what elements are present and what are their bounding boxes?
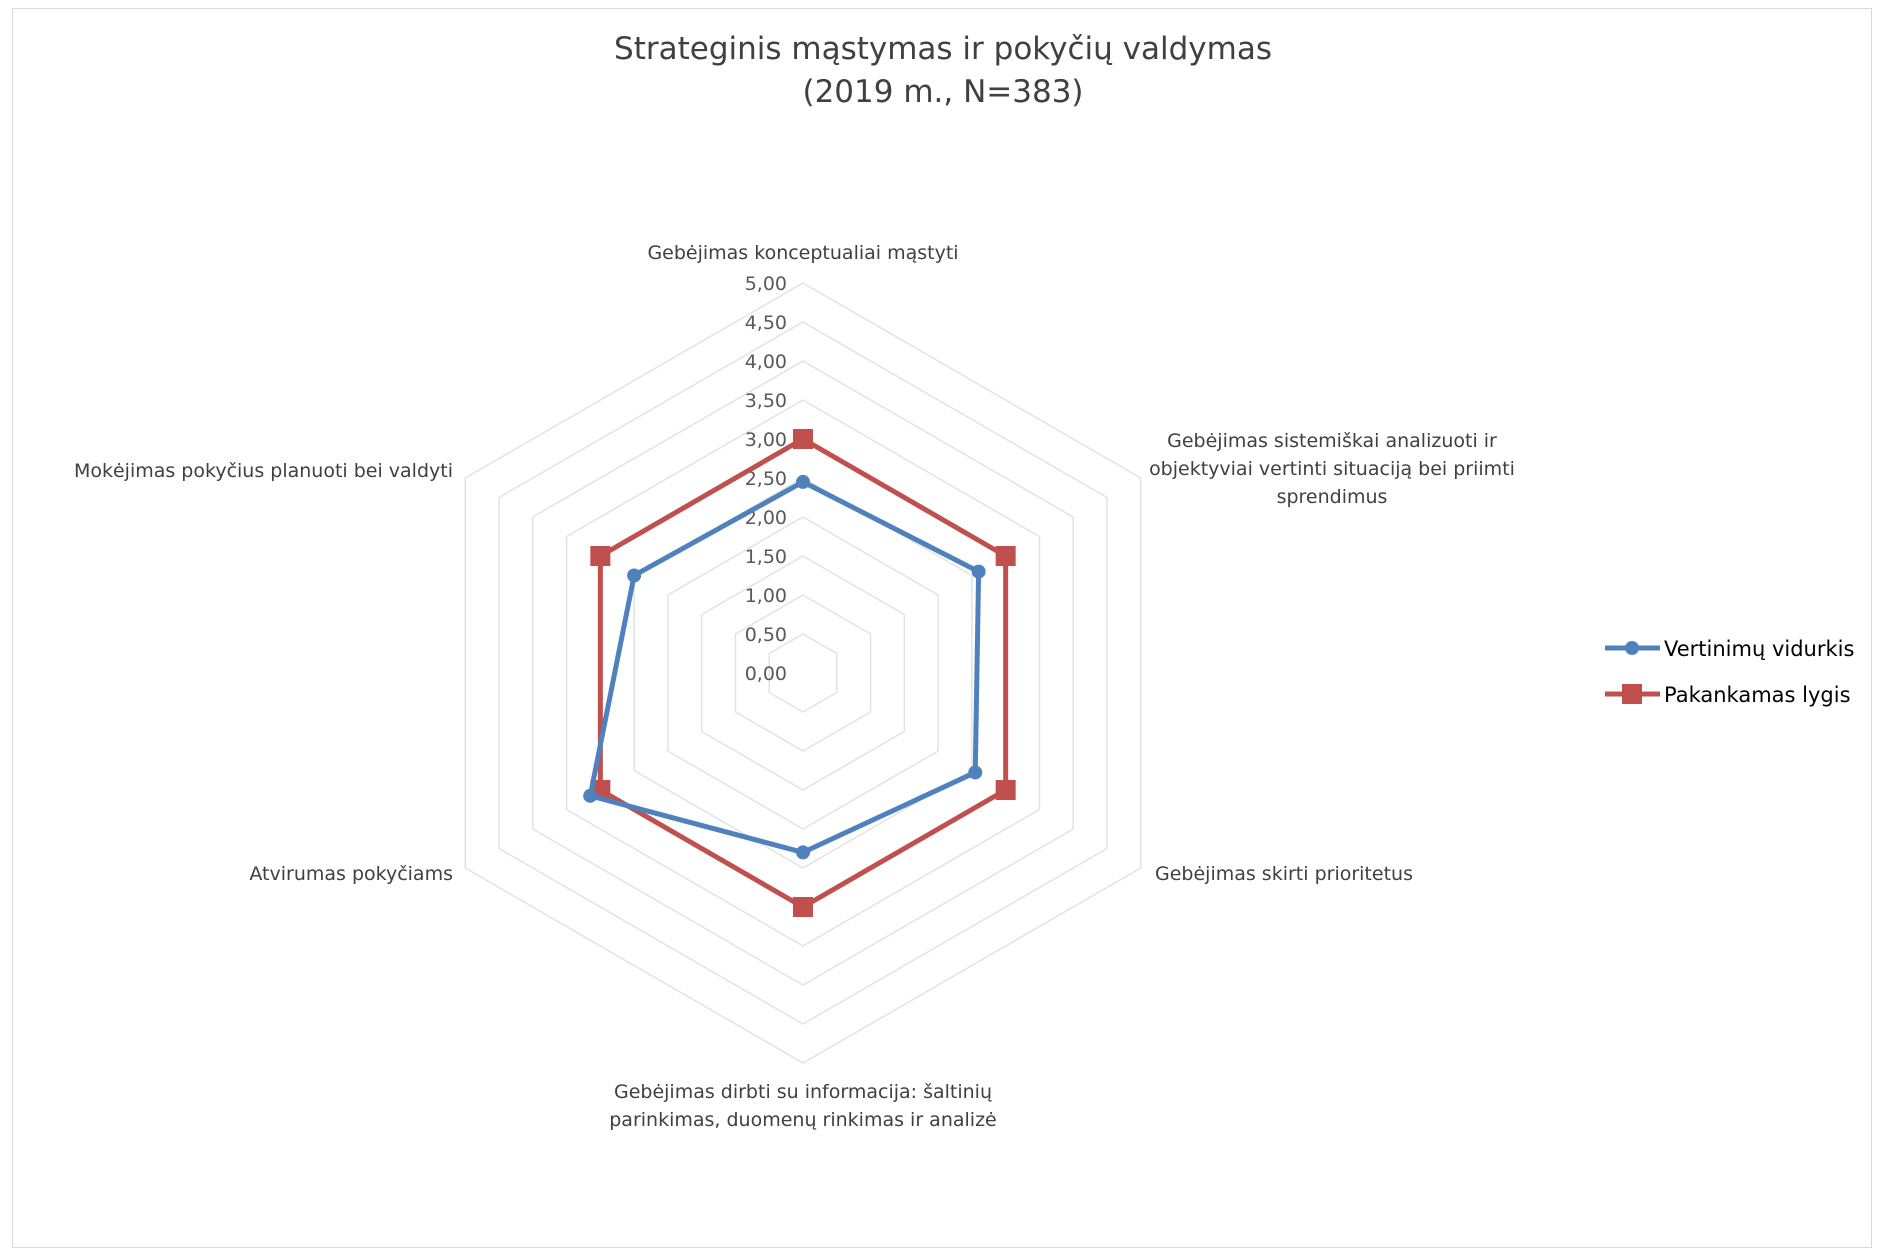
legend-marker [1622,684,1642,704]
axis-label: Mokėjimas pokyčius planuoti bei valdyti [74,460,453,482]
grid-ring [700,555,906,791]
legend-label: Pakankamas lygis [1664,683,1851,707]
grid-ring [633,477,973,869]
data-point [590,546,611,566]
grid-ring [667,516,939,830]
axis-label: Atvirumas pokyčiams [249,863,453,885]
chart-subtitle: (2019 m., N=383) [802,74,1083,110]
tick-label: 2,00 [745,507,787,529]
tick-label: 5,00 [745,273,787,295]
data-point [583,788,598,803]
legend: Vertinimų vidurkis Pakankamas lygis [1605,637,1854,707]
data-point [971,564,986,579]
grid-ring [532,360,1074,986]
tick-label: 1,00 [745,585,787,607]
tick-label: 0,50 [745,624,787,646]
chart-frame [12,8,1872,1248]
data-point [627,568,642,583]
tick-label: 1,50 [745,546,787,568]
radar-chart: Strateginis mąstymas ir pokyčių valdymas… [74,31,1854,1131]
series-pakankamas-lygis [590,429,1016,917]
legend-item: Pakankamas lygis [1605,683,1851,707]
axis-label: Gebėjimas konceptualiai mąstyti [647,242,958,264]
grid-ring [498,321,1108,1025]
tick-label: 3,00 [745,429,787,451]
series-vertinimu-vidurkis [583,474,986,860]
grid-ring [734,594,872,752]
grid-ring [464,282,1142,1064]
data-point [796,845,810,860]
data-point [793,429,813,449]
axis-label: Gebėjimas dirbti su informacija: šaltini… [609,1081,996,1131]
data-point [995,546,1016,566]
radial-tick-labels: 0,00 0,50 1,00 1,50 2,00 2,50 3,00 3,50 4,00 4,50… [745,273,787,685]
data-point [793,897,813,917]
series-line [597,436,1009,910]
radar-grid [464,282,1142,1064]
axis-label: Gebėjimas sistemiškai analizuoti ir objek… [1149,430,1515,508]
axis-label: Gebėjimas skirti prioritetus [1155,863,1413,885]
grid-ring [599,438,1007,908]
tick-label: 2,50 [745,468,787,490]
data-point [796,474,810,489]
tick-label: 0,00 [745,663,787,685]
legend-label: Vertinimų vidurkis [1664,637,1854,661]
series-layer [583,429,1016,917]
tick-label: 4,00 [745,351,787,373]
tick-label: 3,50 [745,390,787,412]
data-point [995,780,1016,800]
tick-label: 4,50 [745,312,787,334]
grid-ring [768,633,838,713]
data-point [968,765,983,780]
legend-marker [1625,641,1639,655]
grid-ring [565,399,1041,947]
legend-item: Vertinimų vidurkis [1605,637,1854,661]
chart-title: Strateginis mąstymas ir pokyčių valdymas [614,31,1272,67]
axis-labels: Gebėjimas konceptualiai mąstyti Gebėjimas… [74,242,1515,1131]
